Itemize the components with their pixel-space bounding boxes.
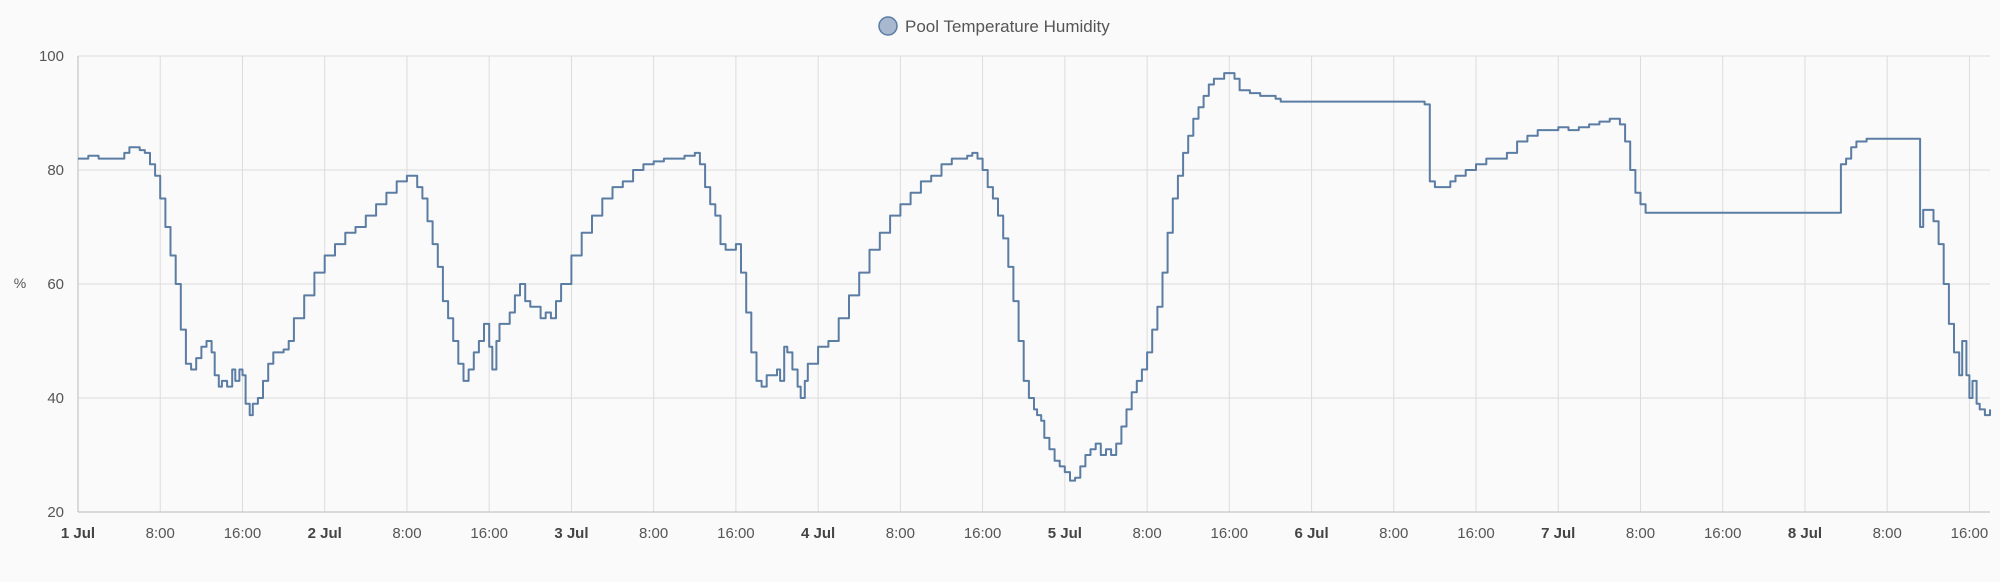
x-tick-label: 7 Jul — [1541, 525, 1575, 542]
y-tick-label: 100 — [39, 48, 64, 65]
x-tick-label: 8:00 — [146, 525, 175, 542]
x-tick-label: 8 Jul — [1788, 525, 1822, 542]
y-axis-label: % — [14, 275, 26, 291]
legend[interactable]: Pool Temperature Humidity — [878, 16, 1110, 36]
x-tick-label: 2 Jul — [308, 525, 342, 542]
x-tick-label: 1 Jul — [61, 525, 95, 542]
x-tick-label: 5 Jul — [1048, 525, 1082, 542]
y-tick-label: 80 — [47, 162, 64, 179]
x-tick-label: 16:00 — [1457, 525, 1495, 542]
x-tick-label: 3 Jul — [554, 525, 588, 542]
series-line-0[interactable] — [78, 72, 1991, 482]
y-axis-ticks: 20 40 60 80 100 — [39, 48, 64, 521]
grid-lines — [77, 55, 1990, 513]
x-tick-label: 4 Jul — [801, 525, 835, 542]
series-layer — [78, 72, 1991, 482]
x-tick-label: 8:00 — [886, 525, 915, 542]
legend-item-label[interactable]: Pool Temperature Humidity — [905, 17, 1110, 36]
x-tick-label: 8:00 — [639, 525, 668, 542]
x-axis-ticks: 1 Jul 8:00 16:00 2 Jul 8:00 16:00 3 Jul 8:00 16:… — [61, 525, 1988, 542]
y-tick-label: 60 — [47, 276, 64, 293]
x-tick-label: 16:00 — [1211, 525, 1249, 542]
x-tick-label: 16:00 — [1951, 525, 1989, 542]
legend-marker[interactable] — [878, 16, 898, 36]
x-tick-label: 16:00 — [1704, 525, 1742, 542]
x-tick-label: 8:00 — [1132, 525, 1161, 542]
x-tick-label: 8:00 — [1626, 525, 1655, 542]
x-tick-label: 6 Jul — [1294, 525, 1328, 542]
y-tick-label: 20 — [47, 504, 64, 521]
x-tick-label: 8:00 — [1873, 525, 1902, 542]
y-tick-label: 40 — [47, 390, 64, 407]
x-tick-label: 8:00 — [1379, 525, 1408, 542]
x-tick-label: 16:00 — [964, 525, 1002, 542]
x-tick-label: 16:00 — [470, 525, 508, 542]
x-tick-label: 16:00 — [717, 525, 755, 542]
axes — [77, 56, 1990, 513]
x-tick-label: 16:00 — [224, 525, 262, 542]
x-tick-label: 8:00 — [392, 525, 421, 542]
